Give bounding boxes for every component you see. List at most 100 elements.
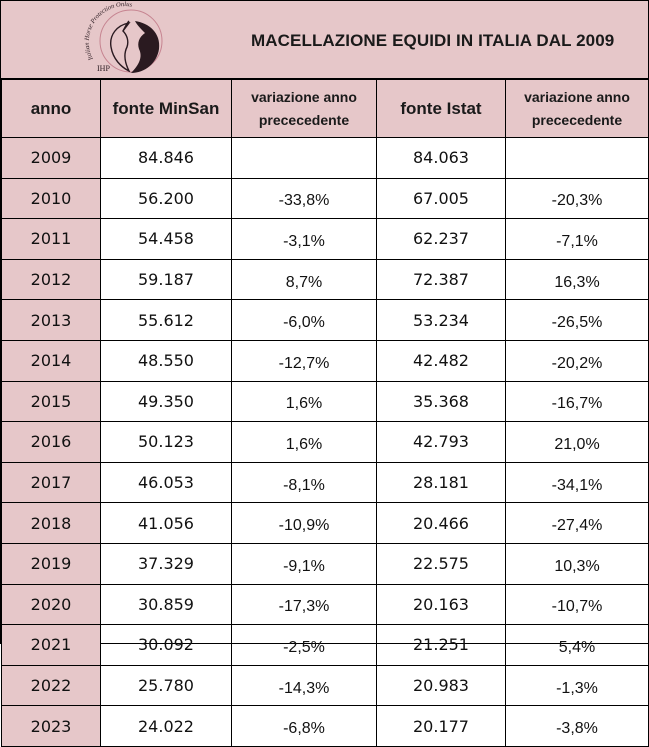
minsan-value-cell: 30.859 [100, 583, 232, 626]
istat-variation-cell: 5,4% [505, 624, 649, 666]
column-header-variazione-minsan: variazione anno prececedente [231, 79, 377, 138]
istat-value-cell: 72.387 [376, 258, 506, 301]
istat-value-cell: 35.368 [376, 380, 506, 423]
table-row: 2010 56.200 -33,8% 67.005 -20,3% [1, 177, 649, 220]
minsan-value-cell: 37.329 [100, 542, 232, 585]
table-row: 2022 25.780 -14,3% 20.983 -1,3% [1, 664, 649, 707]
minsan-variation-cell [231, 137, 377, 179]
year-cell: 2023 [1, 705, 101, 747]
istat-variation-cell: 10,3% [505, 542, 649, 585]
table-row: 2019 37.329 -9,1% 22.575 10,3% [1, 542, 649, 585]
year-cell: 2019 [1, 542, 101, 585]
istat-variation-cell [505, 137, 649, 179]
minsan-variation-cell: -6,8% [231, 705, 377, 747]
minsan-variation-cell: -14,3% [231, 664, 377, 707]
table-row: 2021 30.092 -2,5% 21.251 5,4% [1, 624, 649, 666]
istat-variation-cell: -20,2% [505, 339, 649, 382]
istat-value-cell: 21.251 [376, 624, 506, 666]
year-cell: 2009 [1, 137, 101, 179]
table-row: 2020 30.859 -17,3% 20.163 -10,7% [1, 583, 649, 626]
year-cell: 2010 [1, 177, 101, 220]
istat-value-cell: 67.005 [376, 177, 506, 220]
minsan-value-cell: 59.187 [100, 258, 232, 301]
istat-value-cell: 42.793 [376, 421, 506, 463]
istat-variation-cell: -1,3% [505, 664, 649, 707]
istat-variation-cell: -27,4% [505, 502, 649, 544]
istat-value-cell: 28.181 [376, 461, 506, 504]
table-row: 2014 48.550 -12,7% 42.482 -20,2% [1, 339, 649, 382]
minsan-value-cell: 46.053 [100, 461, 232, 504]
table-row: 2018 41.056 -10,9% 20.466 -27,4% [1, 502, 649, 544]
year-cell: 2018 [1, 502, 101, 544]
table-row: 2016 50.123 1,6% 42.793 21,0% [1, 421, 649, 463]
istat-value-cell: 42.482 [376, 339, 506, 382]
istat-value-cell: 62.237 [376, 218, 506, 260]
istat-value-cell: 84.063 [376, 137, 506, 179]
minsan-variation-cell: -8,1% [231, 461, 377, 504]
year-cell: 2020 [1, 583, 101, 626]
istat-value-cell: 53.234 [376, 299, 506, 341]
minsan-variation-cell: 8,7% [231, 258, 377, 301]
header-row: anno fonte MinSan variazione anno precece… [1, 79, 649, 138]
minsan-variation-cell: -9,1% [231, 542, 377, 585]
minsan-value-cell: 55.612 [100, 299, 232, 341]
minsan-value-cell: 49.350 [100, 380, 232, 423]
minsan-variation-cell: -3,1% [231, 218, 377, 260]
table-row: 2023 24.022 -6,8% 20.177 -3,8% [1, 705, 649, 747]
minsan-variation-cell: -6,0% [231, 299, 377, 341]
minsan-value-cell: 84.846 [100, 137, 232, 179]
table-row: 2011 54.458 -3,1% 62.237 -7,1% [1, 218, 649, 260]
minsan-value-cell: 25.780 [100, 664, 232, 707]
year-cell: 2016 [1, 421, 101, 463]
year-cell: 2017 [1, 461, 101, 504]
year-cell: 2011 [1, 218, 101, 260]
minsan-value-cell: 41.056 [100, 502, 232, 544]
horse-logo-icon: Italian Horse Protection Onlus IHP [84, 1, 163, 73]
istat-value-cell: 22.575 [376, 542, 506, 585]
minsan-variation-cell: -2,5% [231, 624, 377, 666]
minsan-variation-cell: 1,6% [231, 380, 377, 423]
minsan-variation-cell: -17,3% [231, 583, 377, 626]
minsan-value-cell: 48.550 [100, 339, 232, 382]
column-header-anno: anno [1, 79, 101, 138]
column-header-fonte-minsan: fonte MinSan [100, 79, 232, 138]
year-cell: 2013 [1, 299, 101, 341]
column-header-fonte-istat: fonte Istat [376, 79, 506, 138]
minsan-value-cell: 50.123 [100, 421, 232, 463]
table-row: 2017 46.053 -8,1% 28.181 -34,1% [1, 461, 649, 504]
minsan-value-cell: 30.092 [100, 624, 232, 666]
istat-variation-cell: 21,0% [505, 421, 649, 463]
minsan-variation-cell: 1,6% [231, 421, 377, 463]
minsan-variation-cell: -33,8% [231, 177, 377, 220]
istat-variation-cell: -16,7% [505, 380, 649, 423]
year-cell: 2014 [1, 339, 101, 382]
minsan-value-cell: 56.200 [100, 177, 232, 220]
svg-text:IHP: IHP [97, 64, 110, 73]
istat-value-cell: 20.983 [376, 664, 506, 707]
title-banner: Italian Horse Protection Onlus IHP MACEL… [1, 1, 648, 79]
table-row: 2009 84.846 84.063 [1, 137, 649, 179]
istat-value-cell: 20.163 [376, 583, 506, 626]
year-cell: 2022 [1, 664, 101, 707]
istat-variation-cell: -34,1% [505, 461, 649, 504]
minsan-variation-cell: -12,7% [231, 339, 377, 382]
table-row: 2012 59.187 8,7% 72.387 16,3% [1, 258, 649, 301]
column-header-variazione-istat: variazione anno prececedente [505, 79, 649, 138]
istat-variation-cell: -3,8% [505, 705, 649, 747]
istat-variation-cell: -26,5% [505, 299, 649, 341]
istat-value-cell: 20.177 [376, 705, 506, 747]
istat-variation-cell: -7,1% [505, 218, 649, 260]
year-cell: 2015 [1, 380, 101, 423]
table-row: 2013 55.612 -6,0% 53.234 -26,5% [1, 299, 649, 341]
istat-variation-cell: -20,3% [505, 177, 649, 220]
year-cell: 2021 [1, 624, 101, 666]
minsan-value-cell: 24.022 [100, 705, 232, 747]
page-title: MACELLAZIONE EQUIDI IN ITALIA DAL 2009 [251, 31, 615, 50]
istat-value-cell: 20.466 [376, 502, 506, 544]
minsan-value-cell: 54.458 [100, 218, 232, 260]
data-table: anno fonte MinSan variazione anno precece… [1, 79, 649, 747]
istat-variation-cell: -10,7% [505, 583, 649, 626]
year-cell: 2012 [1, 258, 101, 301]
minsan-variation-cell: -10,9% [231, 502, 377, 544]
